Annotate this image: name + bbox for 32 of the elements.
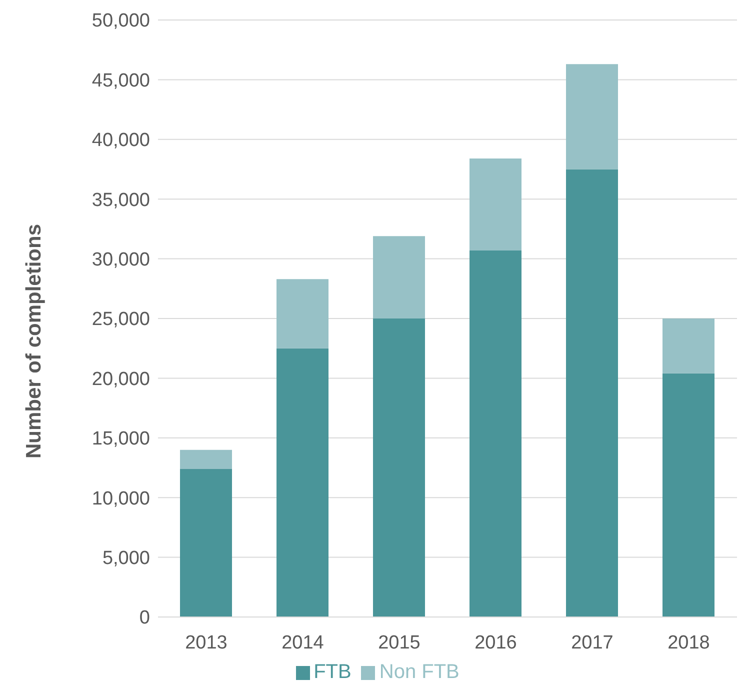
bar (662, 373, 714, 617)
y-tick-label: 10,000 (92, 488, 150, 510)
bar (470, 250, 522, 617)
y-tick-label: 25,000 (92, 309, 150, 330)
bar (373, 236, 425, 318)
bar (373, 318, 425, 617)
x-tick-label: 2014 (282, 632, 324, 654)
bar (662, 318, 714, 374)
y-tick-label: 0 (139, 608, 150, 629)
y-tick-label: 50,000 (92, 10, 150, 32)
bar (276, 348, 328, 617)
bar (276, 279, 328, 348)
y-tick-label: 45,000 (92, 70, 150, 92)
bar (566, 64, 618, 170)
y-axis-title: Number of completions (22, 224, 46, 458)
x-tick-label: 2017 (571, 632, 614, 654)
x-tick-label: 2018 (668, 632, 710, 654)
y-tick-label: 30,000 (92, 250, 150, 271)
x-tick-label: 2016 (474, 632, 517, 654)
bar (470, 158, 522, 250)
x-tick-label: 2013 (185, 632, 228, 654)
legend-label: Non FTB (379, 661, 460, 683)
bar (566, 169, 618, 617)
y-tick-label: 15,000 (92, 428, 150, 450)
x-tick-label: 2015 (378, 632, 420, 654)
bar (180, 450, 232, 469)
y-tick-label: 5,000 (102, 548, 150, 570)
y-tick-label: 35,000 (92, 190, 150, 211)
legend-label: FTB (314, 661, 352, 683)
bar (180, 468, 232, 617)
y-tick-label: 20,000 (92, 368, 150, 390)
y-tick-label: 40,000 (92, 130, 150, 152)
